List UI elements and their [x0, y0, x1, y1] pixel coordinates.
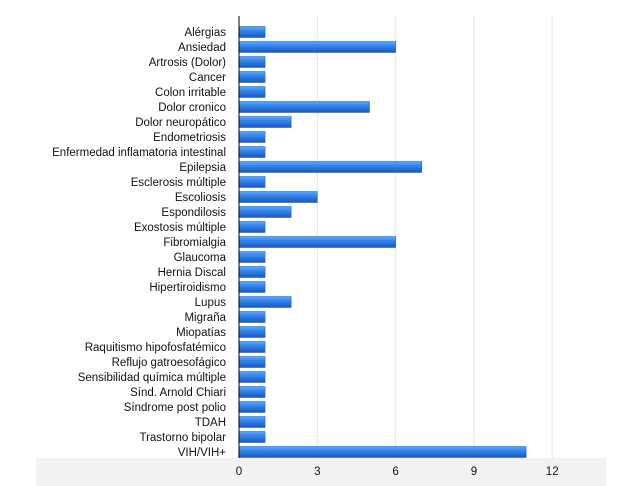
bar	[238, 191, 318, 203]
bar	[238, 296, 292, 308]
bar	[238, 311, 266, 323]
category-label: Enfermedad inflamatoria intestinal	[52, 147, 226, 159]
bar	[238, 41, 396, 53]
bar	[238, 161, 422, 173]
bar	[238, 146, 266, 158]
bar	[238, 71, 266, 83]
category-label: Cancer	[189, 72, 226, 84]
category-label: Hernia Discal	[158, 267, 226, 279]
bar	[238, 446, 527, 458]
bar	[238, 86, 266, 98]
category-label: Alérgias	[184, 27, 226, 39]
bar	[238, 281, 266, 293]
x-tick-label: 6	[392, 466, 398, 478]
bar	[238, 116, 292, 128]
category-label: Hipertiroidismo	[149, 282, 226, 294]
category-label: Lupus	[195, 297, 227, 309]
category-label: Dolor cronico	[158, 102, 226, 114]
category-label: Artrosis (Dolor)	[149, 57, 226, 69]
category-label: Migraña	[184, 312, 226, 324]
x-tick-label: 3	[314, 466, 320, 478]
category-label: Miopatías	[176, 327, 226, 339]
x-tick-label: 12	[546, 466, 559, 478]
bar	[238, 341, 266, 353]
category-label: Exostosis múltiple	[134, 222, 226, 234]
bar	[238, 266, 266, 278]
category-label: Fibromialgia	[163, 237, 226, 249]
category-label: Escoliosis	[175, 192, 226, 204]
bar	[238, 416, 266, 428]
x-axis-band	[36, 458, 606, 486]
bar	[238, 326, 266, 338]
category-label: Sensibilidad química múltiple	[78, 372, 226, 384]
bar	[238, 251, 266, 263]
category-label: VIH/VIH+	[178, 447, 227, 459]
bar	[238, 401, 266, 413]
bar	[238, 26, 266, 38]
bar	[238, 236, 396, 248]
category-label: Epilepsia	[179, 162, 226, 174]
category-label: Reflujo gatroesofágico	[112, 357, 226, 369]
category-label: Dolor neuropático	[135, 117, 226, 129]
bar	[238, 101, 370, 113]
category-label: Trastorno bipolar	[139, 432, 226, 444]
category-label: Ansiedad	[178, 42, 226, 54]
category-labels: Alérgias Ansiedad Artrosis (Dolor) Cancer Co…	[52, 27, 226, 459]
bar	[238, 56, 266, 68]
category-label: Esclerosis múltiple	[131, 177, 226, 189]
bar	[238, 371, 266, 383]
bars	[238, 26, 527, 458]
category-label: Colon irritable	[155, 87, 226, 99]
bar	[238, 431, 266, 443]
category-label: Endometriosis	[153, 132, 226, 144]
x-tick-label: 0	[236, 466, 242, 478]
category-label: Síndrome post polio	[124, 402, 226, 414]
x-tick-label: 9	[471, 466, 477, 478]
bar	[238, 356, 266, 368]
category-label: Espondilosis	[161, 207, 226, 219]
bar	[238, 206, 292, 218]
bar	[238, 386, 266, 398]
bar	[238, 176, 266, 188]
bar	[238, 221, 266, 233]
category-label: TDAH	[195, 417, 226, 429]
x-tick-labels: 0 3 6 9 12	[236, 466, 559, 478]
bar	[238, 131, 266, 143]
category-label: Glaucoma	[174, 252, 227, 264]
category-label: Sínd. Arnold Chiari	[130, 387, 226, 399]
category-label: Raquitismo hipofosfatémico	[85, 342, 226, 354]
